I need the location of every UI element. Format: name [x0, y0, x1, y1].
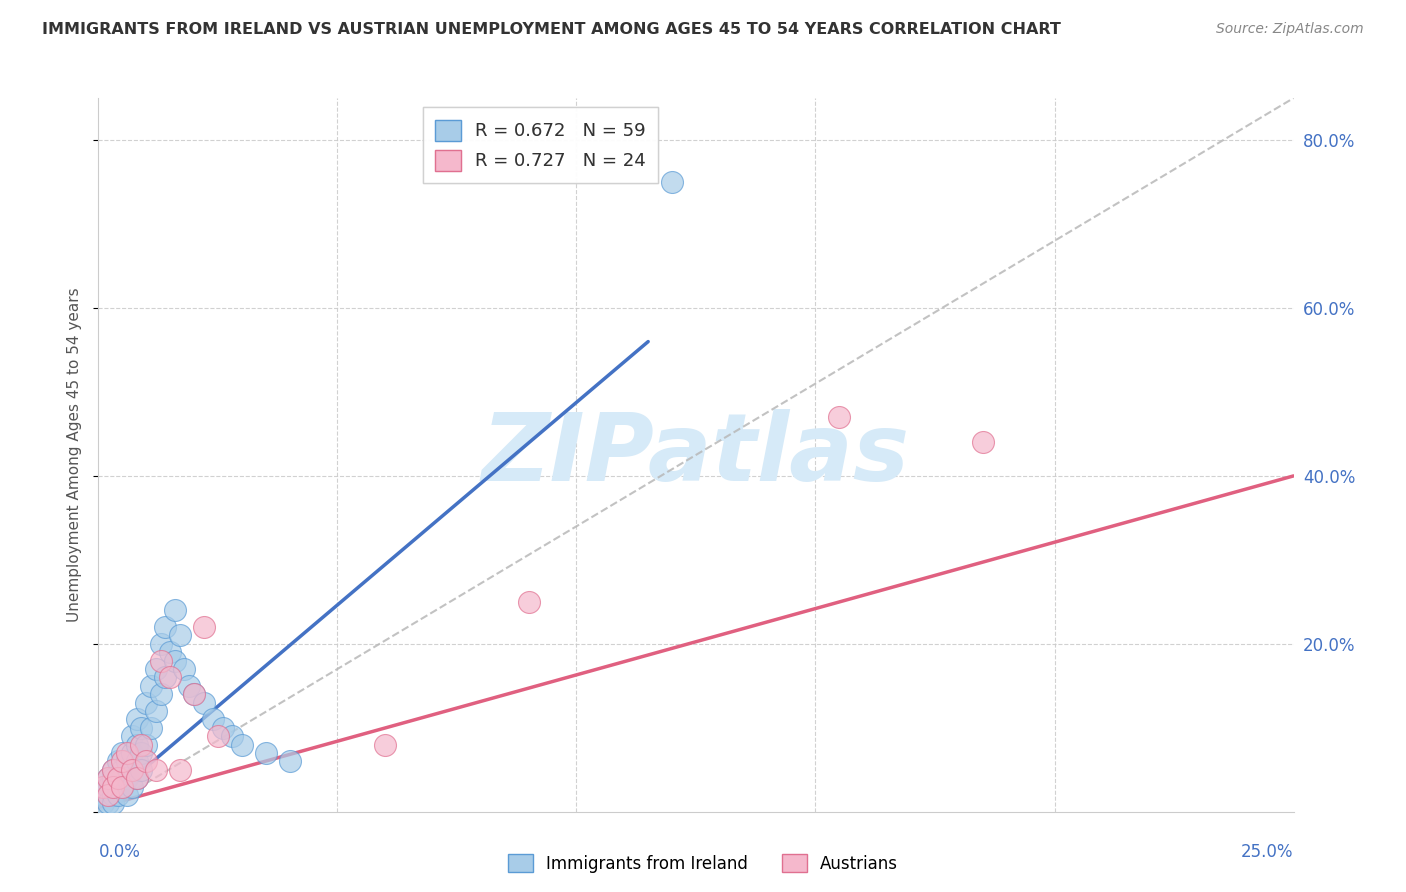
- Point: [97, 780, 120, 794]
- Point: [121, 763, 143, 777]
- Point: [111, 771, 134, 785]
- Point: [149, 687, 172, 701]
- Point: [115, 771, 138, 785]
- Point: [101, 797, 124, 811]
- Point: [101, 763, 124, 777]
- Point: [101, 788, 124, 802]
- Point: [125, 712, 148, 726]
- Point: [97, 771, 120, 785]
- Point: [169, 763, 191, 777]
- Point: [159, 645, 181, 659]
- Point: [278, 755, 301, 769]
- Point: [111, 780, 134, 794]
- Point: [107, 755, 129, 769]
- Point: [97, 771, 120, 785]
- Point: [374, 738, 396, 752]
- Text: 25.0%: 25.0%: [1241, 843, 1294, 861]
- Point: [131, 763, 153, 777]
- Point: [221, 729, 243, 743]
- Point: [149, 637, 172, 651]
- Point: [125, 771, 148, 785]
- Point: [202, 712, 225, 726]
- Point: [145, 662, 167, 676]
- Point: [125, 771, 148, 785]
- Point: [254, 746, 277, 760]
- Point: [91, 780, 114, 794]
- Point: [111, 755, 134, 769]
- Point: [211, 721, 233, 735]
- Text: Source: ZipAtlas.com: Source: ZipAtlas.com: [1216, 22, 1364, 37]
- Point: [97, 788, 120, 802]
- Point: [125, 755, 148, 769]
- Point: [179, 679, 201, 693]
- Point: [231, 738, 253, 752]
- Point: [131, 746, 153, 760]
- Point: [101, 780, 124, 794]
- Point: [207, 729, 229, 743]
- Point: [91, 780, 114, 794]
- Point: [111, 746, 134, 760]
- Point: [193, 620, 215, 634]
- Point: [135, 738, 157, 752]
- Point: [131, 721, 153, 735]
- Point: [107, 780, 129, 794]
- Point: [159, 670, 181, 684]
- Point: [139, 721, 162, 735]
- Point: [169, 628, 191, 642]
- Point: [91, 797, 114, 811]
- Legend: R = 0.672   N = 59, R = 0.727   N = 24: R = 0.672 N = 59, R = 0.727 N = 24: [423, 107, 658, 183]
- Point: [828, 410, 851, 425]
- Point: [107, 788, 129, 802]
- Point: [107, 771, 129, 785]
- Point: [97, 788, 120, 802]
- Point: [97, 797, 120, 811]
- Point: [145, 704, 167, 718]
- Point: [125, 738, 148, 752]
- Point: [131, 738, 153, 752]
- Point: [115, 755, 138, 769]
- Point: [139, 679, 162, 693]
- Point: [121, 746, 143, 760]
- Point: [121, 729, 143, 743]
- Point: [661, 175, 683, 189]
- Point: [121, 780, 143, 794]
- Point: [155, 620, 177, 634]
- Point: [135, 696, 157, 710]
- Text: ZIPatlas: ZIPatlas: [482, 409, 910, 501]
- Point: [107, 771, 129, 785]
- Text: 0.0%: 0.0%: [98, 843, 141, 861]
- Point: [121, 763, 143, 777]
- Point: [111, 780, 134, 794]
- Point: [183, 687, 205, 701]
- Point: [149, 654, 172, 668]
- Point: [91, 788, 114, 802]
- Point: [115, 788, 138, 802]
- Point: [111, 763, 134, 777]
- Text: IMMIGRANTS FROM IRELAND VS AUSTRIAN UNEMPLOYMENT AMONG AGES 45 TO 54 YEARS CORRE: IMMIGRANTS FROM IRELAND VS AUSTRIAN UNEM…: [42, 22, 1062, 37]
- Point: [101, 780, 124, 794]
- Y-axis label: Unemployment Among Ages 45 to 54 years: Unemployment Among Ages 45 to 54 years: [67, 287, 83, 623]
- Point: [163, 654, 186, 668]
- Point: [155, 670, 177, 684]
- Point: [517, 595, 540, 609]
- Point: [115, 746, 138, 760]
- Point: [183, 687, 205, 701]
- Legend: Immigrants from Ireland, Austrians: Immigrants from Ireland, Austrians: [502, 847, 904, 880]
- Point: [972, 435, 994, 450]
- Point: [101, 771, 124, 785]
- Point: [173, 662, 195, 676]
- Point: [163, 603, 186, 617]
- Point: [193, 696, 215, 710]
- Point: [101, 763, 124, 777]
- Point: [145, 763, 167, 777]
- Point: [135, 755, 157, 769]
